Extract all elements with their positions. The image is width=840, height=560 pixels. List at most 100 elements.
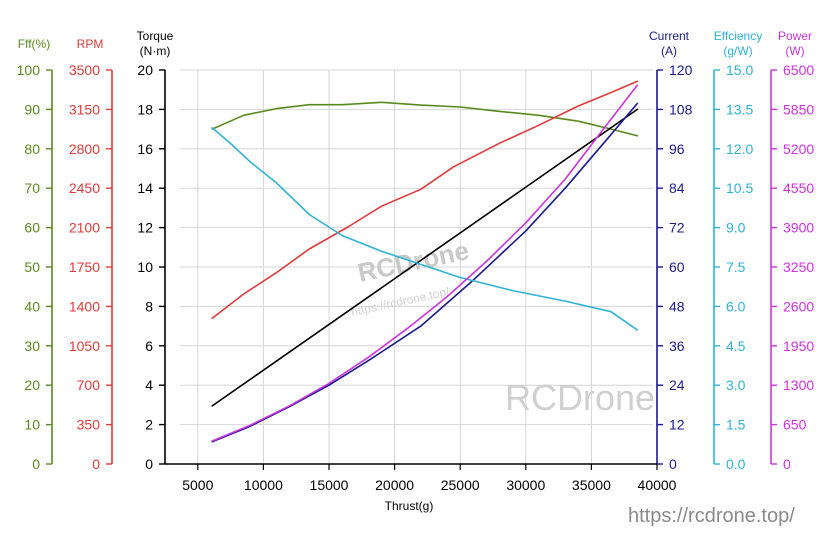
tick-label-rpm: 700 (77, 377, 101, 393)
axis-title-fff: Fff(%) (18, 37, 50, 51)
series-line-fff (211, 101, 639, 137)
tick-label-rpm: 3500 (69, 62, 100, 78)
tick-label-power: 650 (783, 417, 807, 433)
tick-label-eff: 0.0 (726, 456, 746, 472)
tick-label-current: 96 (669, 141, 685, 157)
tick-label-eff: 13.5 (726, 101, 753, 117)
tick-label-x: 30000 (506, 477, 545, 493)
tick-label-torque: 0 (145, 456, 153, 472)
tick-label-power: 2600 (783, 298, 814, 314)
tick-label-current: 120 (669, 62, 693, 78)
tick-label-fff: 60 (24, 220, 40, 236)
tick-label-current: 72 (669, 220, 685, 236)
tick-label-power: 5850 (783, 101, 814, 117)
tick-label-power: 0 (783, 456, 791, 472)
tick-label-x: 5000 (182, 477, 213, 493)
axis-fff: 0 10 20 30 40 50 60 70 80 90 100 Fff(%) (17, 37, 53, 472)
tick-label-x: 20000 (375, 477, 414, 493)
tick-label-rpm: 2100 (69, 220, 100, 236)
tick-label-eff: 4.5 (726, 338, 746, 354)
axis-title-eff: Effciency (714, 29, 762, 43)
tick-label-torque: 12 (137, 220, 153, 236)
tick-label-torque: 16 (137, 141, 153, 157)
tick-label-power: 5200 (783, 141, 814, 157)
series-line-torque (211, 108, 639, 407)
tick-label-eff: 7.5 (726, 259, 746, 275)
tick-label-current: 0 (669, 456, 677, 472)
tick-label-current: 60 (669, 259, 685, 275)
tick-label-current: 24 (669, 377, 685, 393)
series (211, 80, 639, 443)
watermark-brand-large: RCDrone (505, 377, 655, 418)
axes: 0102030405060708090100Fff(%)035070010501… (17, 29, 815, 513)
tick-label-current: 108 (669, 101, 693, 117)
tick-label-power: 3250 (783, 259, 814, 275)
tick-label-torque: 10 (137, 259, 153, 275)
axis-torque: 0 2 4 6 8 10 12 14 16 18 20 Torque(N·m) (137, 29, 174, 472)
axis-x: 5000 10000 15000 20000 25000 30000 35000 40000 T… (165, 463, 677, 513)
tick-label-torque: 6 (145, 338, 153, 354)
tick-label-fff: 70 (24, 180, 40, 196)
tick-label-current: 48 (669, 298, 685, 314)
tick-label-power: 1950 (783, 338, 814, 354)
tick-label-fff: 80 (24, 141, 40, 157)
axis-title-rpm: RPM (77, 37, 104, 51)
axis-title-current: Current (649, 29, 690, 43)
tick-label-x: 10000 (244, 477, 283, 493)
tick-label-x: 35000 (572, 477, 611, 493)
tick-label-eff: 1.5 (726, 417, 746, 433)
tick-label-x: 25000 (441, 477, 480, 493)
tick-label-x: 15000 (310, 477, 349, 493)
tick-label-torque: 20 (137, 62, 153, 78)
axis-eff: 0.0 1.5 3.0 4.5 6.0 7.5 9.0 10.5 12.0 13.5 15.0 Eff… (713, 29, 762, 472)
tick-label-fff: 100 (17, 62, 41, 78)
tick-label-eff: 15.0 (726, 62, 753, 78)
tick-label-eff: 6.0 (726, 298, 746, 314)
series-line-rpm (211, 80, 639, 320)
tick-label-fff: 40 (24, 298, 40, 314)
axis-power: 0 650 1300 1950 2600 3250 3900 4550 5200 5850 6500… (770, 29, 814, 472)
tick-label-rpm: 2450 (69, 180, 100, 196)
tick-label-eff: 3.0 (726, 377, 746, 393)
tick-label-eff: 12.0 (726, 141, 753, 157)
tick-label-rpm: 1400 (69, 298, 100, 314)
tick-label-rpm: 1750 (69, 259, 100, 275)
axis-title-power: Power (778, 29, 812, 43)
series-line-power (211, 84, 639, 442)
tick-label-current: 84 (669, 180, 685, 196)
tick-label-fff: 10 (24, 417, 40, 433)
tick-label-rpm: 3150 (69, 101, 100, 117)
tick-label-current: 12 (669, 417, 685, 433)
tick-label-fff: 50 (24, 259, 40, 275)
tick-label-rpm: 0 (92, 456, 100, 472)
tick-label-power: 1300 (783, 377, 814, 393)
tick-label-torque: 14 (137, 180, 153, 196)
axis-rpm: 0 350 700 1050 1400 1750 2100 2450 2800 3150 3500 R… (69, 37, 113, 472)
tick-label-power: 4550 (783, 180, 814, 196)
series-line-eff (211, 127, 639, 331)
tick-label-fff: 20 (24, 377, 40, 393)
tick-label-power: 6500 (783, 62, 814, 78)
axis-current: 0 12 24 36 48 60 72 84 96 108 120 Current(A) (649, 29, 693, 472)
tick-label-eff: 10.5 (726, 180, 753, 196)
axis-unit-current: (A) (661, 44, 677, 58)
axis-title-x: Thrust(g) (385, 499, 434, 513)
tick-label-fff: 30 (24, 338, 40, 354)
tick-label-x: 40000 (638, 477, 677, 493)
tick-label-rpm: 1050 (69, 338, 100, 354)
footer-url: https://rcdrone.top/ (628, 505, 795, 527)
tick-label-fff: 0 (32, 456, 40, 472)
tick-label-power: 3900 (783, 220, 814, 236)
axis-unit-torque: (N·m) (140, 44, 171, 58)
tick-label-torque: 2 (145, 417, 153, 433)
tick-label-rpm: 2800 (69, 141, 100, 157)
axis-unit-eff: (g/W) (723, 44, 752, 58)
tick-label-torque: 4 (145, 377, 153, 393)
axis-unit-power: (W) (785, 44, 804, 58)
tick-label-fff: 90 (24, 101, 40, 117)
tick-label-torque: 18 (137, 101, 153, 117)
tick-label-torque: 8 (145, 298, 153, 314)
axis-title-torque: Torque (137, 29, 174, 43)
tick-label-rpm: 350 (77, 417, 101, 433)
